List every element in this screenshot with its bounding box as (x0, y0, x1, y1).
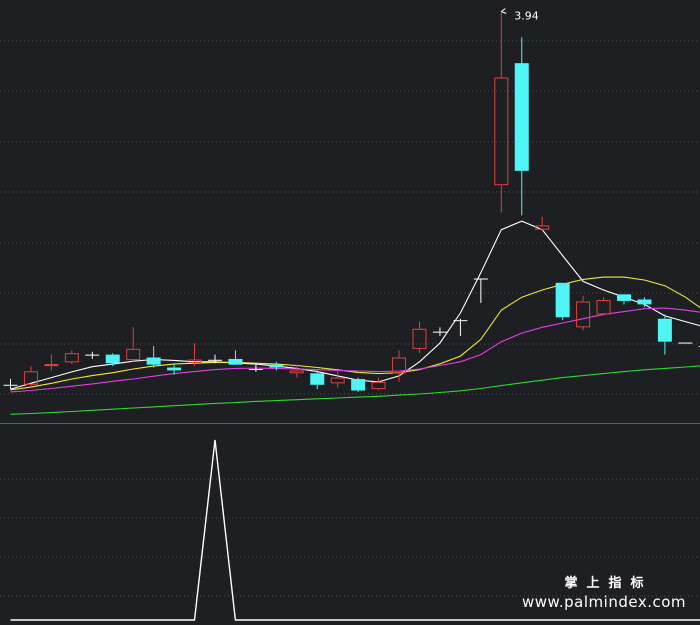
watermark-url: www.palmindex.com (521, 593, 686, 611)
candle-body-29 (596, 300, 611, 315)
candle-body-26 (535, 225, 550, 230)
candle-body-18 (371, 381, 386, 390)
candle-body-30 (617, 294, 631, 301)
candle-body-9 (187, 359, 202, 363)
candle-body-15 (310, 373, 325, 385)
annotation-arrow-0 (501, 8, 507, 14)
candle-body-23 (473, 278, 488, 280)
candle-body-24 (494, 77, 509, 186)
indicator-line (10, 439, 700, 621)
candle-body-5 (105, 354, 120, 364)
candle-body-11 (228, 358, 243, 365)
candle-body-19 (392, 357, 407, 374)
ma-line-1 (10, 276, 700, 391)
candle-body-10 (208, 359, 222, 361)
candle-body-32 (657, 318, 672, 342)
candle-body-27 (555, 282, 570, 318)
candle-body-34 (698, 346, 700, 348)
candle-body-2 (44, 364, 59, 367)
candle-body-14 (289, 370, 304, 374)
watermark: 掌上指标 www.palmindex.com (522, 572, 686, 611)
candle-body-8 (167, 367, 182, 371)
candle-body-25 (514, 63, 529, 171)
candle-body-13 (269, 364, 284, 368)
candle-body-22 (453, 320, 468, 322)
candle-body-20 (412, 328, 427, 349)
candle-body-31 (637, 299, 652, 305)
candle-body-6 (126, 348, 141, 361)
candle-body-21 (432, 331, 447, 333)
candle-body-33 (678, 342, 693, 344)
candle-body-28 (576, 301, 591, 328)
candle-body-1 (23, 371, 38, 385)
candle-body-0 (3, 384, 18, 386)
candle-body-3 (64, 353, 79, 363)
watermark-title: 掌上指标 (564, 576, 653, 591)
candle-body-17 (351, 379, 366, 391)
ma-line-0 (10, 220, 700, 390)
annotation-label-0: 3.94 (514, 9, 539, 22)
candle-body-16 (330, 377, 345, 384)
candle-body-12 (248, 368, 263, 370)
candle-body-7 (146, 357, 161, 365)
ma-line-3 (10, 365, 700, 415)
candle-body-4 (85, 354, 100, 356)
